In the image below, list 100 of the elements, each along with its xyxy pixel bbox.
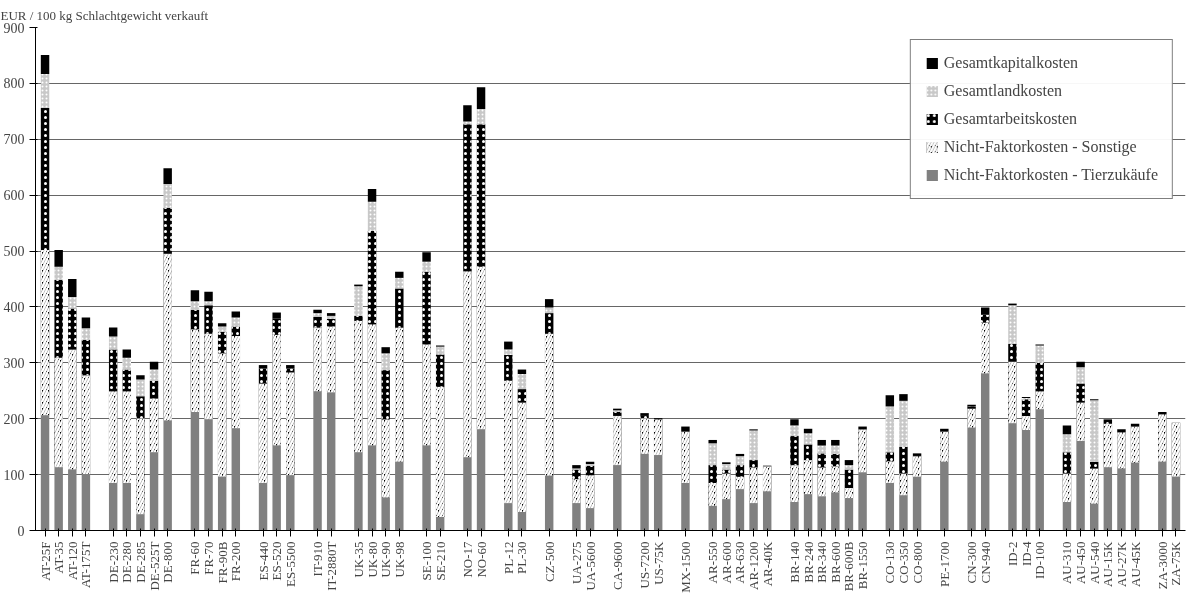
x-tick-label: AR-630 (732, 541, 748, 584)
bar (231, 311, 241, 318)
x-tick-label: ES-520 (269, 541, 285, 581)
bar (885, 395, 895, 407)
bar (463, 105, 472, 122)
x-tick-label: FR-90B (214, 541, 230, 584)
x-tick-label: DE-800 (160, 541, 176, 583)
bar (790, 419, 799, 426)
x-tick-label: FR-70 (201, 541, 217, 575)
bar (504, 341, 513, 350)
bar (1076, 361, 1085, 368)
bar (708, 439, 717, 444)
bar (149, 361, 159, 370)
bar (68, 469, 77, 531)
x-tick-label: BR-600 (827, 541, 843, 583)
x-tick-label: CO-350 (895, 541, 911, 584)
bar (108, 327, 118, 337)
y-tick-label: 200 (3, 411, 25, 427)
bar (544, 299, 554, 308)
bar (40, 415, 50, 531)
bar (1171, 476, 1181, 531)
bar (1035, 409, 1044, 531)
x-tick-label: AR-600 (718, 541, 734, 584)
bar (817, 439, 826, 446)
x-tick-label: UK-98 (391, 541, 407, 578)
bar (136, 514, 145, 531)
bar (899, 394, 908, 401)
x-tick-label: FR-200 (228, 541, 244, 582)
bar (1021, 429, 1031, 531)
bar (163, 420, 172, 531)
bar (81, 474, 91, 531)
bar (1117, 429, 1126, 433)
bar (1158, 412, 1167, 415)
x-tick-label: CO-800 (909, 541, 925, 584)
bar (980, 307, 990, 315)
x-tick-label: ES-440 (255, 541, 271, 581)
x-tick-label: NO-60 (473, 541, 489, 578)
bar (122, 349, 132, 358)
y-tick-label: 800 (3, 76, 25, 92)
x-tick-label: BR-600B (841, 541, 857, 592)
bar (381, 497, 390, 531)
y-tick-label: 700 (3, 132, 25, 148)
bar (476, 87, 486, 110)
bar (940, 428, 949, 432)
bar (1130, 423, 1140, 427)
x-tick-label: FR-60 (187, 541, 203, 575)
legend-label: Gesamtarbeitskosten (943, 110, 1078, 128)
x-tick-label: BR-140 (786, 541, 802, 583)
x-tick-label: US-75K (650, 540, 666, 585)
x-tick-label: DE-230 (105, 541, 121, 583)
bar (585, 508, 595, 531)
bar (313, 391, 322, 531)
bar (613, 465, 622, 531)
y-tick-label: 300 (3, 355, 25, 371)
bar (136, 375, 145, 380)
bar (122, 482, 132, 531)
x-tick-label: CA-9600 (609, 541, 625, 590)
bar (544, 475, 554, 531)
x-tick-label: SE-210 (432, 541, 448, 581)
bar (190, 290, 200, 302)
bar (762, 491, 772, 531)
bar (381, 347, 390, 354)
x-tick-label: AU-450 (1073, 541, 1089, 585)
bar (54, 467, 63, 531)
bar (504, 503, 513, 531)
bar (163, 168, 172, 184)
x-tick-label: US-7200 (637, 541, 653, 589)
x-tick-label: BR-340 (814, 541, 830, 583)
bar (708, 505, 717, 531)
x-tick-label: PL-30 (514, 541, 530, 574)
x-tick-label: AT-175T (78, 541, 94, 588)
legend-label: Gesamtkapitalkosten (943, 54, 1078, 72)
x-tick-label: AR-550 (705, 541, 721, 584)
bar (463, 457, 472, 531)
x-tick-label: ID-4 (1018, 541, 1034, 567)
x-tick-label: UK-35 (350, 541, 366, 578)
bar (980, 373, 990, 531)
bar (395, 461, 404, 531)
bar (40, 54, 50, 74)
y-tick-label: 600 (3, 188, 25, 204)
bar (1103, 467, 1113, 531)
x-tick-label: DE-280 (119, 541, 135, 583)
y-tick-label: 0 (17, 523, 25, 539)
x-tick-label: PL-12 (500, 541, 516, 574)
x-tick-label: CO-130 (882, 541, 898, 584)
bar (722, 499, 731, 531)
x-tick-label: ES-5500 (282, 541, 298, 587)
x-tick-label: BR-1550 (855, 541, 871, 590)
legend-label: Gesamtlandkosten (943, 82, 1063, 100)
x-tick-label: UA-275 (568, 541, 584, 585)
bar (844, 460, 854, 466)
y-tick-label: 500 (3, 244, 25, 260)
x-tick-label: DE-525T (146, 541, 162, 591)
y-tick-label: 100 (3, 467, 25, 483)
x-tick-label: NO-17 (459, 541, 475, 578)
bar (640, 453, 649, 531)
bar (435, 517, 445, 531)
bar (286, 365, 295, 369)
x-tick-label: BR-240 (800, 541, 816, 583)
x-tick-label: ID-100 (1032, 541, 1048, 580)
